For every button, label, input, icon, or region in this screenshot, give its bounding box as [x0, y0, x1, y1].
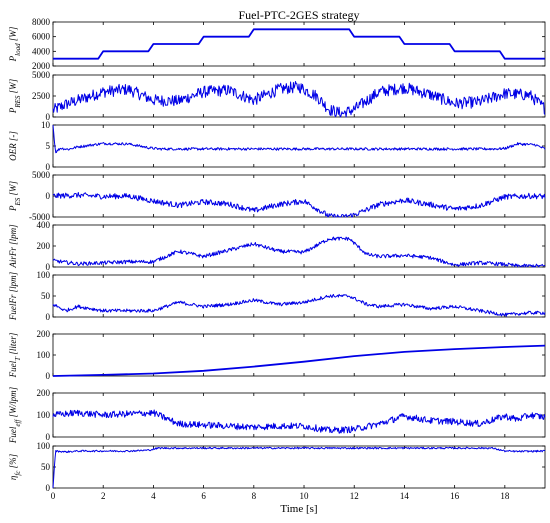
panel-frame	[52, 445, 546, 489]
y-tick-label: 0	[46, 262, 51, 272]
y-tick-label: 0	[46, 191, 51, 201]
series-line	[52, 409, 546, 434]
y-axis-label: Pload [W]	[8, 26, 22, 62]
x-tick-label: 2	[101, 491, 106, 501]
x-tick-label: 0	[51, 491, 56, 501]
x-tick-label: 18	[500, 491, 510, 501]
y-tick-label: 100	[37, 441, 51, 451]
panel-frame	[52, 333, 546, 377]
panel-2: 0 2500 5000 PRES [W]	[8, 70, 546, 122]
y-tick-label: 400	[37, 220, 51, 230]
series-line	[52, 81, 546, 118]
panel-3: 0 5 10 OER [-]	[8, 120, 546, 172]
panel-frame	[52, 74, 546, 118]
y-tick-label: 200	[37, 388, 51, 398]
y-tick-label: 100	[37, 350, 51, 360]
y-tick-label: 0	[46, 162, 51, 172]
panel-8: 0 100 200 Fueleff [W/lpm]	[8, 386, 546, 444]
y-axis-label: OER [-]	[8, 131, 18, 161]
panel-1: 2000 4000 6000 8000 Pload [W]	[8, 17, 546, 71]
series-line	[52, 293, 546, 317]
y-axis-label: AirFr [lpm]	[8, 224, 18, 269]
panel-frame	[52, 21, 546, 67]
y-tick-label: 100	[37, 410, 51, 420]
panel-6: 0 50 100 FuelFr [lpm]	[8, 270, 546, 322]
y-tick-label: 10	[41, 120, 51, 130]
x-tick-label: 8	[252, 491, 257, 501]
y-tick-label: 50	[41, 291, 51, 301]
y-tick-label: 200	[37, 329, 51, 339]
y-tick-label: 5	[46, 141, 51, 151]
x-tick-label: 16	[450, 491, 460, 501]
x-tick-label: 10	[300, 491, 310, 501]
panel-9: 0 50 100 0 2 4 6 8 10 12 14 16 18 ηfc [%]	[8, 441, 546, 501]
y-tick-label: 50	[41, 462, 51, 472]
x-tick-label: 12	[350, 491, 359, 501]
panel-frame	[52, 392, 546, 438]
y-tick-label: 6000	[32, 32, 51, 42]
panel-4: -5000 0 5000 PES [W]	[8, 170, 546, 222]
panel-7: 0 100 200 FuelT [liter]	[8, 329, 546, 381]
y-tick-label: 4000	[32, 46, 51, 56]
series-line	[53, 28, 545, 60]
series-line	[52, 344, 546, 377]
x-axis-label: Time [s]	[280, 503, 317, 515]
series-line	[52, 446, 546, 489]
y-tick-label: 100	[37, 270, 51, 280]
y-tick-label: 8000	[32, 17, 51, 27]
y-tick-label: 0	[46, 312, 51, 322]
y-tick-label: 0	[46, 371, 51, 381]
y-axis-label: FuelT [liter]	[8, 332, 22, 378]
x-tick-label: 14	[400, 491, 410, 501]
y-tick-label: 0	[46, 432, 51, 442]
chart-title: Fuel-PTC-2GES strategy	[239, 8, 360, 22]
panel-5: 0 200 400 AirFr [lpm]	[8, 220, 546, 272]
y-tick-label: 0	[46, 483, 51, 493]
x-tick-label: 6	[201, 491, 206, 501]
series-line	[52, 125, 546, 154]
y-tick-label: 5000	[32, 170, 51, 180]
y-tick-label: 200	[37, 241, 51, 251]
y-tick-label: 5000	[32, 70, 51, 80]
y-axis-label: ηfc [%]	[8, 453, 22, 480]
y-axis-label: Fueleff [W/lpm]	[8, 386, 22, 444]
y-axis-label: PES [W]	[8, 180, 22, 212]
panel-frame	[52, 124, 546, 168]
y-axis-label: PRES [W]	[8, 78, 22, 114]
x-tick-label: 4	[151, 491, 156, 501]
series-line	[52, 192, 546, 218]
series-line	[52, 236, 546, 268]
y-tick-label: 2500	[32, 91, 51, 101]
y-axis-label: FuelFr [lpm]	[8, 271, 18, 321]
y-tick-label: -5000	[29, 212, 50, 222]
y-tick-label: 2000	[32, 61, 51, 71]
y-tick-label: 0	[46, 112, 51, 122]
